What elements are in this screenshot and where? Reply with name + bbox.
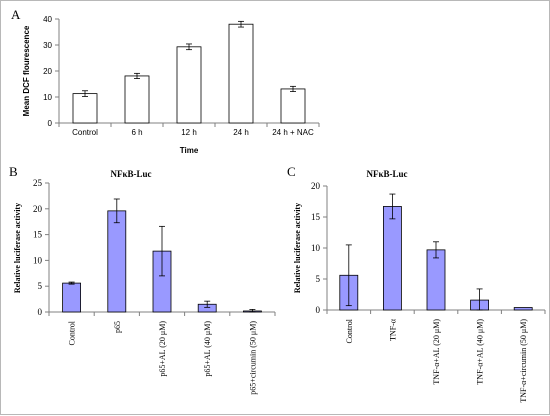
y-tick-label: 5 — [316, 274, 321, 284]
x-category-label: TNF-α+AL (40 μM) — [476, 319, 485, 385]
bar — [513, 307, 533, 311]
y-tick-label: 25 — [33, 178, 43, 188]
bar — [176, 46, 202, 124]
panel-label: C — [287, 164, 296, 179]
bar — [382, 206, 402, 311]
y-tick-label: 40 — [43, 15, 52, 24]
x-category-label: TNF-α — [388, 318, 397, 341]
x-category-label: Control — [68, 320, 77, 345]
y-axis-label: Relative luciferase activity — [13, 203, 22, 293]
x-category-label: Control — [345, 318, 354, 343]
x-axis-label: Time — [180, 146, 199, 155]
panel-b: B NFκB-Luc 0 5 10 15 20 25 Control p65 p65+AL (20 … — [9, 164, 276, 395]
x-category-label: 12 h — [181, 128, 197, 137]
y-tick-label: 10 — [311, 243, 321, 253]
x-category-label: p65+circumin (50 μM) — [248, 321, 257, 395]
y-tick-label: 20 — [33, 204, 43, 214]
y-tick-label: 30 — [43, 41, 52, 50]
x-category-label: p65+AL (20 μM) — [158, 321, 167, 377]
bar — [124, 75, 150, 124]
y-tick-label: 0 — [48, 119, 53, 128]
y-tick-label: 0 — [38, 307, 43, 317]
y-axis-label: Mean DCF flourescence — [22, 25, 31, 116]
panel-label: B — [9, 164, 18, 179]
x-category-label: p65 — [113, 321, 122, 333]
y-tick-label: 15 — [311, 212, 321, 222]
bar — [72, 93, 98, 124]
bar — [426, 249, 446, 311]
y-tick-label: 10 — [33, 255, 43, 265]
y-tick-label: 0 — [316, 305, 321, 315]
x-category-label: 24 h + NAC — [272, 128, 314, 137]
bar — [107, 210, 127, 313]
x-category-label: Control — [72, 128, 98, 137]
x-category-label: 24 h — [233, 128, 249, 137]
panel-a: A 0 10 20 30 40 Control 6 h 12 h 24 h 24 h + NAC Me… — [11, 7, 320, 155]
bar — [62, 282, 81, 313]
chart-title: NFκB-Luc — [367, 169, 408, 179]
y-tick-label: 20 — [43, 67, 52, 76]
x-category-label: TNF-α+AL (20 μM) — [432, 319, 441, 385]
x-category-label: p65+AL (40 μM) — [203, 321, 212, 377]
x-category-label: TNF-α+circumin (50 μM) — [519, 319, 528, 403]
x-category-label: 6 h — [131, 128, 142, 137]
y-tick-label: 15 — [33, 230, 43, 240]
chart-title: NFκB-Luc — [111, 169, 152, 179]
panel-label: A — [11, 7, 21, 22]
y-tick-label: 20 — [311, 181, 321, 191]
y-tick-label: 10 — [43, 93, 52, 102]
bar — [228, 23, 254, 124]
bar — [280, 88, 306, 124]
y-axis-label: Relative luciferase activity — [293, 203, 302, 293]
panel-c: C NFκB-Luc 0 5 10 15 20 Control TNF-α TNF-α+AL (2… — [287, 164, 546, 403]
y-tick-label: 5 — [38, 281, 43, 291]
